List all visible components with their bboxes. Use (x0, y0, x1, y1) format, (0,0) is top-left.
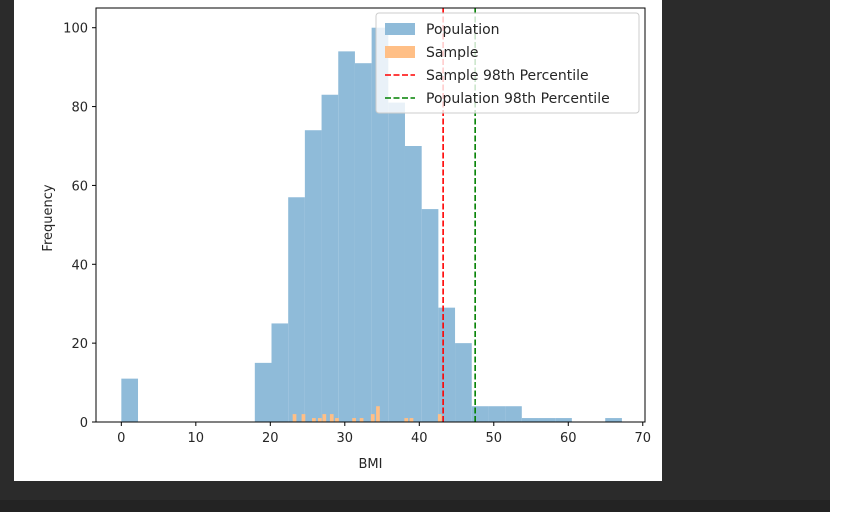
x-tick-label-0: 0 (117, 431, 125, 446)
legend-box (375, 12, 640, 114)
sample-bar-8 (359, 418, 364, 422)
population-bar-17 (521, 418, 539, 422)
y-tick-label-40: 40 (71, 258, 88, 273)
population-bar-15 (488, 406, 506, 422)
sample-bar-0 (292, 414, 297, 422)
population-bar-13 (455, 343, 472, 422)
figure-canvas: 0 10 20 30 40 50 60 70 0 20 40 60 80 100 BMI Frequen… (14, 0, 662, 481)
y-tick-label-20: 20 (71, 337, 88, 352)
sample-bar-13 (437, 414, 442, 422)
x-tick-label-20: 20 (262, 431, 279, 446)
legend-swatch-sample (385, 46, 415, 58)
population-bar-7 (354, 63, 372, 422)
sample-bar-12 (409, 418, 414, 422)
legend-label-population-98th-percentile: Population 98th Percentile (426, 91, 610, 107)
x-tick-label-60: 60 (560, 431, 577, 446)
y-axis-label: Frequency (41, 184, 56, 251)
y-tick-label-0: 0 (80, 416, 88, 431)
sample-bar-3 (317, 418, 322, 422)
population-bar-18 (538, 418, 556, 422)
y-tick-label-100: 100 (63, 22, 88, 37)
x-tick-label-70: 70 (634, 431, 651, 446)
population-bar-0 (121, 378, 139, 422)
y-tick-label-60: 60 (71, 179, 88, 194)
x-tick-label-10: 10 (188, 431, 205, 446)
population-bar-1 (254, 362, 272, 422)
sample-bar-10 (376, 406, 380, 422)
sample-bar-4 (322, 414, 327, 422)
population-bar-16 (505, 406, 522, 422)
population-bar-14 (471, 406, 489, 422)
population-bar-9 (388, 102, 405, 422)
population-bar-2 (271, 323, 289, 422)
legend: Population Sample Sample 98th Percentile Po… (375, 12, 640, 114)
histogram-chart: 0 10 20 30 40 50 60 70 0 20 40 60 80 100 BMI Frequen… (41, 7, 651, 472)
legend-label-population: Population (426, 22, 500, 38)
y-tick-label-80: 80 (71, 101, 88, 116)
sample-bar-2 (312, 418, 316, 422)
population-bar-20 (605, 418, 622, 422)
window-edge (830, 0, 843, 512)
legend-label-sample-98th-percentile: Sample 98th Percentile (426, 68, 589, 84)
sample-bar-6 (335, 418, 339, 422)
population-bar-8 (371, 27, 389, 423)
population-bar-4 (304, 130, 322, 423)
x-tick-label-30: 30 (337, 431, 354, 446)
output-panel-border (0, 500, 830, 512)
x-axis-label: BMI (359, 457, 383, 472)
sample-bar-5 (329, 414, 334, 422)
population-bar-10 (404, 146, 422, 422)
population-bar-3 (288, 197, 305, 422)
population-bar-12 (438, 307, 456, 422)
sample-bar-11 (404, 418, 409, 422)
sample-bar-9 (370, 414, 375, 422)
population-bar-19 (555, 418, 572, 422)
legend-label-sample: Sample (426, 45, 479, 61)
population-bar-11 (421, 209, 439, 422)
sample-bar-1 (301, 414, 306, 422)
axes-frame (95, 7, 646, 423)
population-bar-6 (338, 51, 355, 423)
x-tick-label-50: 50 (486, 431, 503, 446)
legend-swatch-population (385, 23, 415, 35)
sample-bar-7 (352, 418, 356, 422)
population-bar-5 (321, 94, 339, 423)
x-tick-label-40: 40 (411, 431, 428, 446)
